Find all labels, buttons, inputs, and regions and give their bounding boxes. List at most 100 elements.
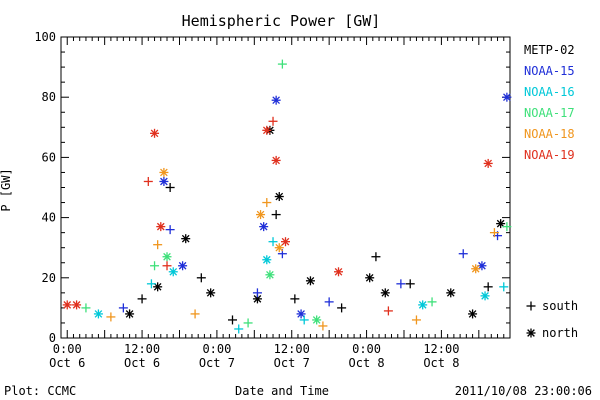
north-marker xyxy=(483,158,493,168)
chart-title: Hemispheric Power [GW] xyxy=(182,12,381,30)
y-tick-label: 0 xyxy=(49,331,56,345)
south-marker xyxy=(262,198,272,208)
series-noaa-15 xyxy=(118,92,512,319)
x-axis-label: Date and Time xyxy=(235,384,329,398)
north-marker xyxy=(312,315,322,325)
marker-stroke xyxy=(275,192,284,201)
marker-stroke xyxy=(468,310,477,318)
x-tick-label-time: 12:00 xyxy=(124,342,160,356)
north-marker xyxy=(93,309,103,319)
legend: METP-02 NOAA-15 NOAA-16 NOAA-17 NOAA-18 NOAA-… xyxy=(524,43,578,340)
x-tick-label-time: 12:00 xyxy=(274,342,310,356)
x-tick-label-date: Oct 7 xyxy=(274,356,310,370)
north-marker xyxy=(305,276,315,286)
north-marker xyxy=(159,176,169,186)
marker-stroke xyxy=(156,222,165,231)
marker-stroke xyxy=(297,310,305,318)
south-marker xyxy=(190,309,200,319)
x-tick-label-date: Oct 8 xyxy=(349,356,385,370)
south-marker xyxy=(271,210,281,220)
north-marker xyxy=(256,210,266,220)
north-marker xyxy=(125,309,135,319)
south-marker xyxy=(383,306,393,316)
north-marker xyxy=(496,219,506,229)
marker-stroke xyxy=(160,168,168,177)
south-marker xyxy=(252,288,262,298)
marker-stroke xyxy=(72,301,81,309)
marker-stroke xyxy=(181,234,190,243)
x-tick-label-time: 12:00 xyxy=(423,342,459,356)
south-marker xyxy=(396,279,406,289)
x-tick-label-date: Oct 6 xyxy=(124,356,160,370)
north-marker xyxy=(168,267,178,277)
north-marker xyxy=(72,300,82,310)
north-marker xyxy=(502,92,512,102)
south-marker xyxy=(268,116,278,126)
north-marker xyxy=(156,222,166,232)
marker-stroke xyxy=(496,219,505,228)
south-marker xyxy=(371,252,381,262)
south-marker xyxy=(337,303,347,313)
marker-stroke xyxy=(163,252,171,261)
legend-entry-noaa-19: NOAA-19 xyxy=(524,148,575,162)
south-marker xyxy=(318,321,328,331)
legend-entry-noaa-18: NOAA-18 xyxy=(524,127,575,141)
series-metp-02 xyxy=(125,125,506,325)
marker-stroke xyxy=(481,292,489,300)
marker-stroke xyxy=(262,126,271,135)
marker-stroke xyxy=(306,276,315,285)
south-marker xyxy=(277,59,287,69)
marker-stroke xyxy=(262,255,271,264)
south-marker xyxy=(146,279,156,289)
south-marker xyxy=(165,225,175,235)
marker-stroke xyxy=(418,301,427,309)
series-noaa-19 xyxy=(62,116,493,316)
marker-stroke xyxy=(381,289,390,297)
north-marker xyxy=(281,237,290,247)
legend-entry-noaa-16: NOAA-16 xyxy=(524,85,575,99)
marker-stroke xyxy=(153,282,162,291)
south-marker xyxy=(427,297,437,307)
y-tick-label: 20 xyxy=(42,271,56,285)
marker-stroke xyxy=(94,310,103,318)
marker-stroke xyxy=(484,159,493,168)
north-marker xyxy=(296,309,306,319)
marker-stroke xyxy=(63,301,72,309)
north-marker xyxy=(274,192,284,202)
north-marker xyxy=(62,300,72,310)
north-marker xyxy=(274,243,284,253)
marker-stroke xyxy=(272,96,280,105)
north-marker xyxy=(471,264,481,274)
x-tick-label-time: 0:00 xyxy=(352,342,381,356)
south-marker xyxy=(268,237,278,247)
south-marker xyxy=(137,294,147,304)
south-marker xyxy=(150,261,160,271)
south-marker xyxy=(290,294,300,304)
y-tick-label: 100 xyxy=(34,30,56,44)
north-marker xyxy=(418,300,428,310)
south-marker xyxy=(489,228,499,238)
marker-stroke xyxy=(272,156,280,165)
marker-stroke xyxy=(150,129,159,138)
north-marker xyxy=(380,288,390,298)
north-marker xyxy=(178,261,188,271)
marker-stroke xyxy=(503,93,511,102)
legend-entry-noaa-15: NOAA-15 xyxy=(524,64,575,78)
south-marker xyxy=(411,315,421,325)
north-marker xyxy=(262,255,272,265)
marker-stroke xyxy=(206,289,215,297)
marker-stroke xyxy=(169,267,178,276)
x-tick-label-time: 0:00 xyxy=(202,342,231,356)
x-tick-label-date: Oct 8 xyxy=(423,356,459,370)
marker-stroke xyxy=(334,267,343,276)
footer-timestamp: 2011/10/08 23:00:06 xyxy=(455,384,592,398)
north-marker xyxy=(150,128,160,138)
marker-stroke xyxy=(275,243,284,252)
north-marker xyxy=(365,273,375,283)
marker-stroke xyxy=(312,316,321,324)
south-marker xyxy=(502,222,512,232)
marker-stroke xyxy=(256,210,265,219)
y-tick-label: 40 xyxy=(42,211,56,225)
marker-stroke xyxy=(178,261,187,270)
